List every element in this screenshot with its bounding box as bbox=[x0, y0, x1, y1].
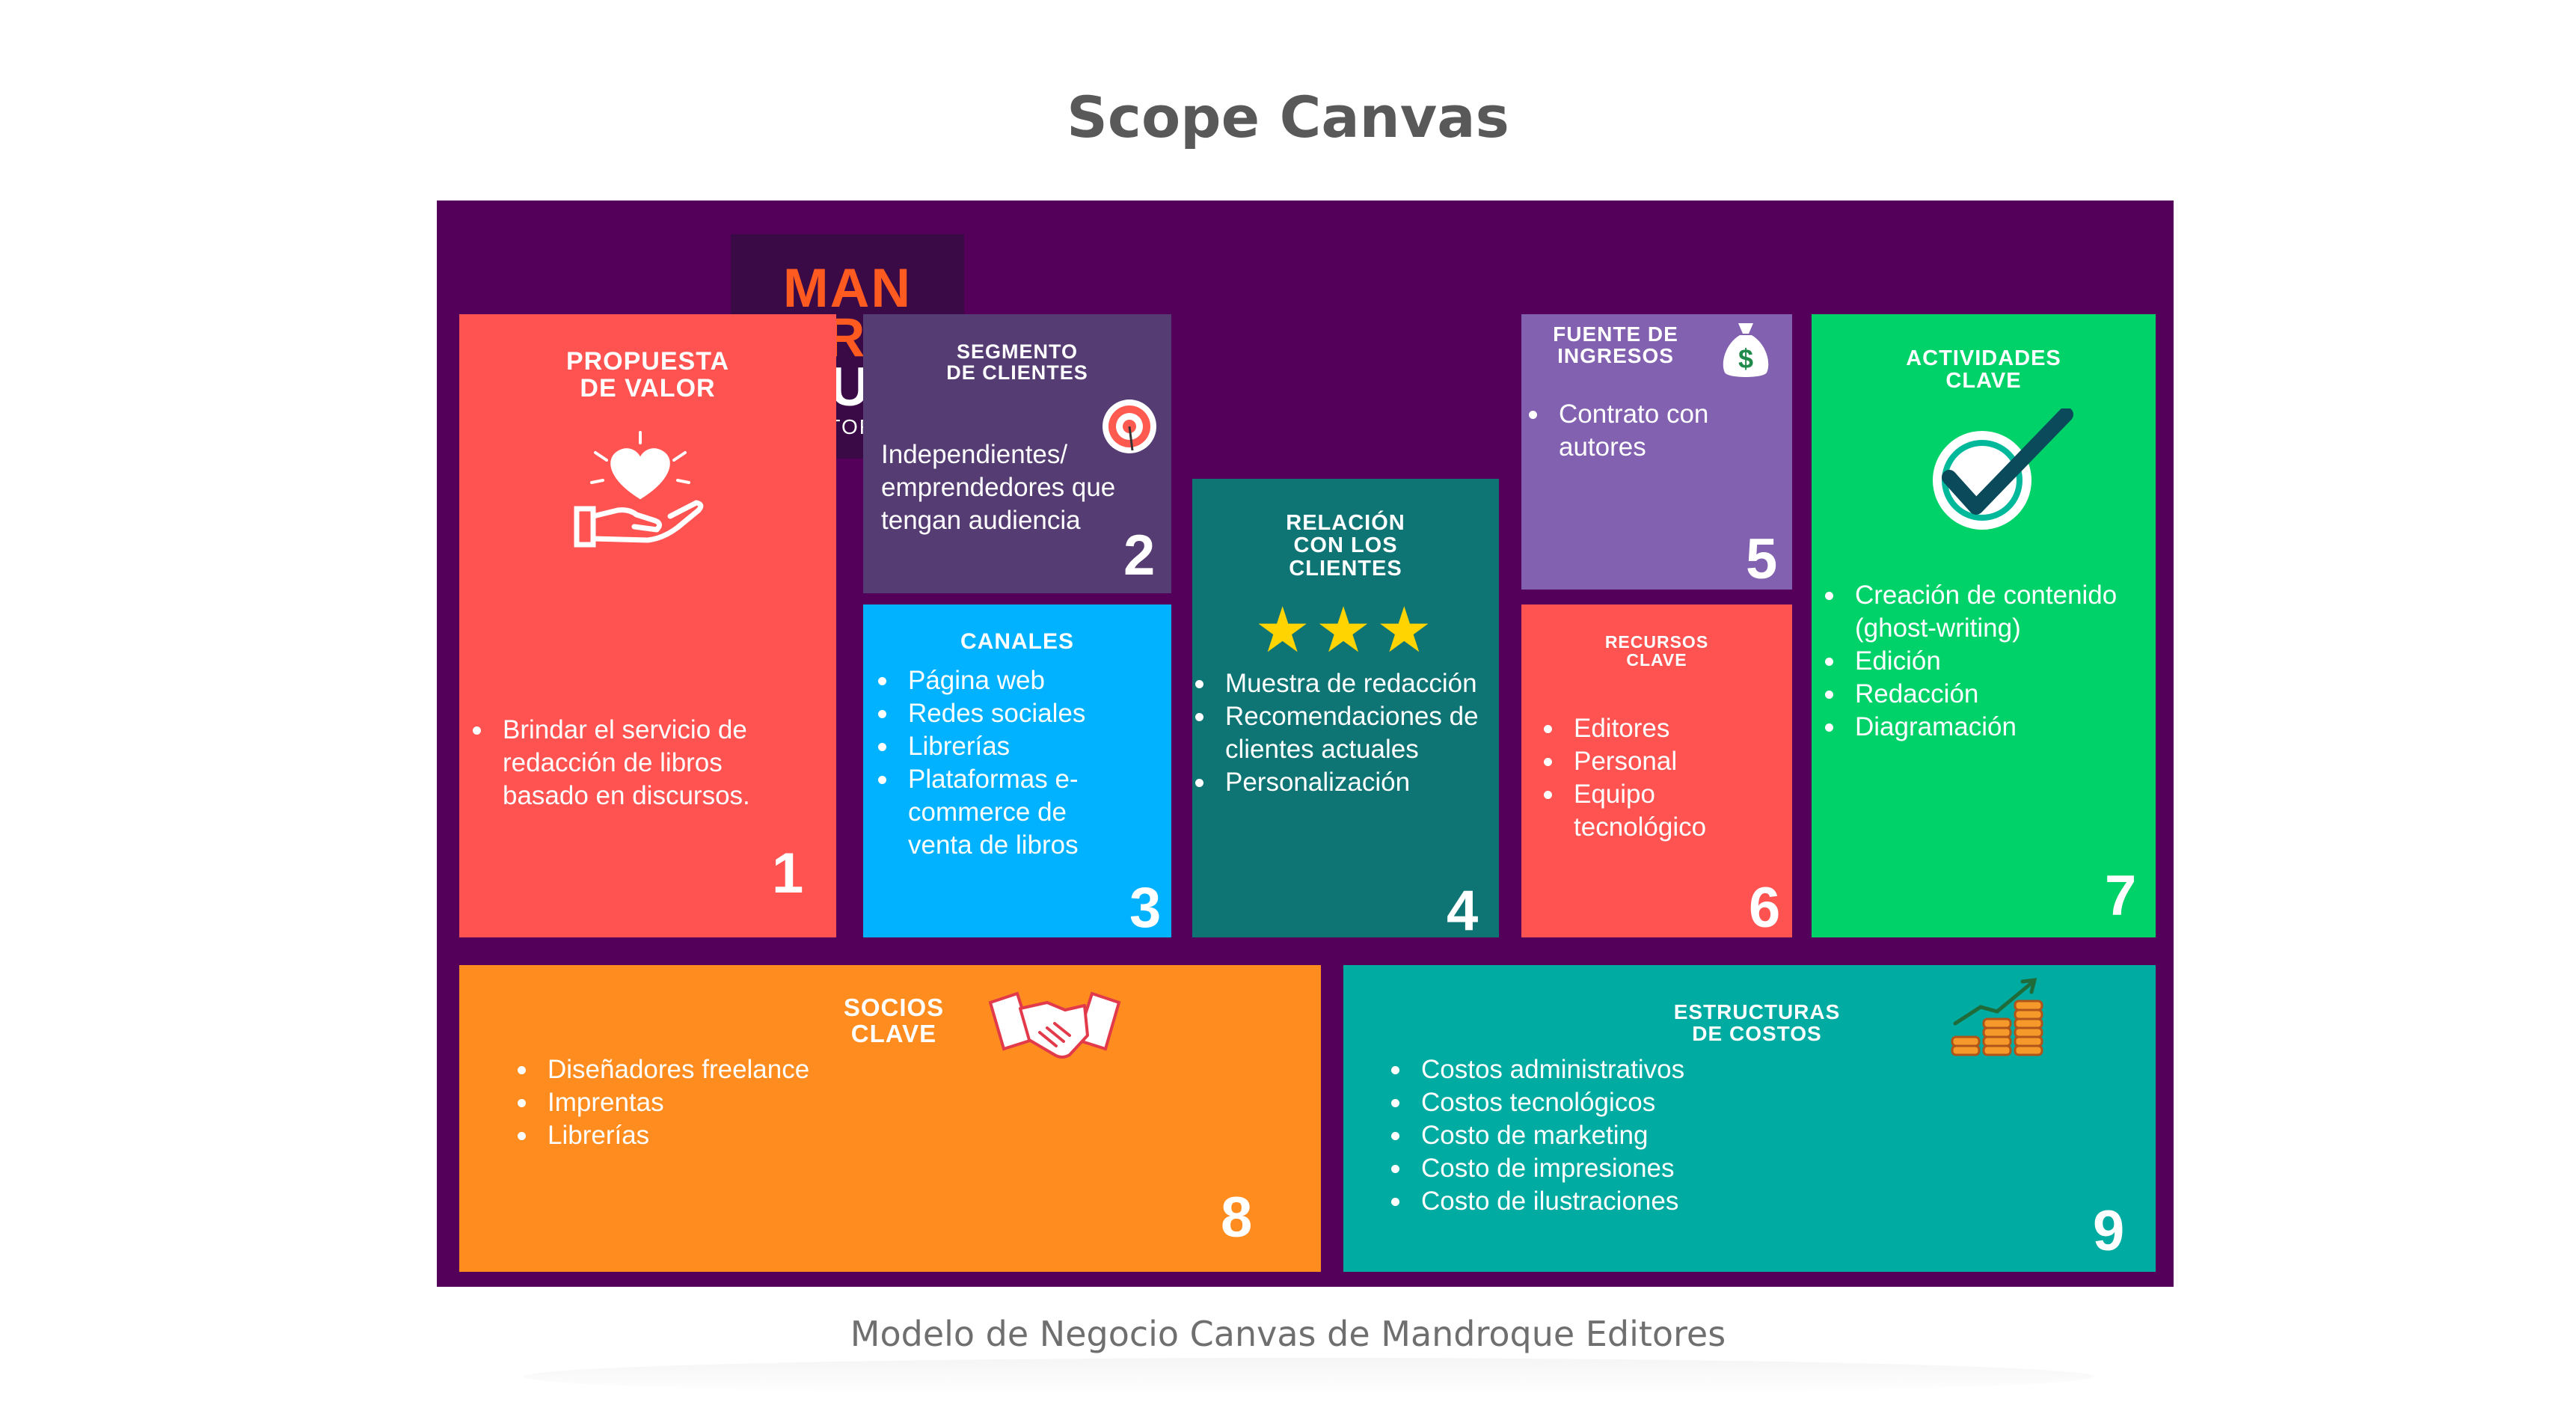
money-bag-icon: $ bbox=[1717, 319, 1774, 382]
list-item: Plataformas e-commerce de venta de libro… bbox=[875, 763, 1125, 862]
list-item: Página web bbox=[875, 664, 1159, 697]
list-item: Librerías bbox=[875, 730, 1159, 763]
block-socios-clave: SOCIOS CLAVE Diseñadores freelance Impre… bbox=[459, 965, 1321, 1272]
svg-text:$: $ bbox=[1738, 343, 1753, 374]
list-item: Costos tecnológicos bbox=[1388, 1086, 1837, 1119]
block-actividades-clave: ACTIVIDADES CLAVE Creación de contenido … bbox=[1812, 314, 2156, 937]
list-item: Personalización bbox=[1192, 766, 1491, 799]
block-number: 6 bbox=[1749, 876, 1781, 937]
coins-growth-icon bbox=[1948, 977, 2052, 1059]
list-item: Costos administrativos bbox=[1388, 1053, 1837, 1086]
list-item: Brindar el servicio de redacción de libr… bbox=[470, 714, 784, 812]
list-item: Edición bbox=[1822, 645, 2151, 678]
list-item: Costo de marketing bbox=[1388, 1119, 1837, 1152]
block-number: 1 bbox=[772, 842, 804, 905]
recursos-items: Editores Personal Equipo tecnológico bbox=[1541, 712, 1780, 844]
page-title: Scope Canvas bbox=[1067, 84, 1509, 150]
target-icon bbox=[1101, 398, 1158, 455]
block-recursos-clave: RECURSOS CLAVE Editores Personal Equipo … bbox=[1521, 604, 1792, 937]
block-title: ESTRUCTURAS DE COSTOS bbox=[1673, 1000, 1841, 1046]
handshake-icon bbox=[987, 988, 1122, 1062]
actividades-items: Creación de contenido (ghost-writing) Ed… bbox=[1822, 579, 2151, 744]
block-number: 2 bbox=[1123, 524, 1156, 587]
list-item: Redacción bbox=[1822, 678, 2151, 711]
list-item: Librerías bbox=[515, 1119, 963, 1152]
block-segmento-de-clientes: SEGMENTO DE CLIENTES Independientes/ emp… bbox=[863, 314, 1171, 593]
block-number: 7 bbox=[2105, 864, 2137, 928]
block-title: RELACIÓN CON LOS CLIENTES bbox=[1286, 511, 1405, 581]
relacion-items: Muestra de redacción Recomendaciones de … bbox=[1192, 667, 1491, 799]
business-model-canvas: MAN DRO QUE EDITORES PROPUESTA DE VALOR bbox=[437, 201, 2174, 1287]
list-item: Imprentas bbox=[515, 1086, 963, 1119]
image-caption: Modelo de Negocio Canvas de Mandroque Ed… bbox=[850, 1314, 1726, 1354]
list-item: Creación de contenido (ghost-writing) bbox=[1822, 579, 2151, 645]
canales-items: Página web Redes sociales Librerías Plat… bbox=[875, 664, 1159, 862]
fuente-items: Contrato con autores bbox=[1526, 398, 1750, 464]
block-number: 4 bbox=[1447, 879, 1479, 938]
logo-line-1: MAN bbox=[782, 258, 913, 319]
block-number: 3 bbox=[1129, 876, 1162, 937]
list-item: Muestra de redacción bbox=[1192, 667, 1491, 700]
list-item: Costo de impresiones bbox=[1388, 1152, 1837, 1185]
block-number: 5 bbox=[1746, 527, 1778, 590]
segmento-text: Independientes/ emprendedores que tengan… bbox=[881, 440, 1116, 535]
heart-hand-icon bbox=[565, 426, 715, 554]
block-title: FUENTE DE INGRESOS bbox=[1553, 322, 1678, 368]
checkmark-icon bbox=[1924, 407, 2073, 536]
block-fuente-de-ingresos: FUENTE DE INGRESOS $ Contrato con autore… bbox=[1521, 314, 1792, 590]
block-propuesta-de-valor: PROPUESTA DE VALOR Brindar el servicio d… bbox=[459, 314, 836, 937]
block-number: 8 bbox=[1221, 1186, 1253, 1249]
list-item: Diseñadores freelance bbox=[515, 1053, 963, 1086]
list-item: Recomendaciones de clientes actuales bbox=[1192, 700, 1491, 766]
list-item: Personal bbox=[1541, 745, 1780, 778]
socios-items: Diseñadores freelance Imprentas Librería… bbox=[515, 1053, 963, 1152]
block-estructuras-de-costos: ESTRUCTURAS DE COSTOS Costos administrat… bbox=[1343, 965, 2156, 1272]
block-title: ACTIVIDADES CLAVE bbox=[1906, 346, 2061, 394]
block-number: 9 bbox=[2093, 1199, 2125, 1263]
costos-items: Costos administrativos Costos tecnológic… bbox=[1388, 1053, 1837, 1218]
block-title: SEGMENTO DE CLIENTES bbox=[946, 340, 1088, 385]
block-title: CANALES bbox=[960, 629, 1074, 654]
list-item: Costo de ilustraciones bbox=[1388, 1185, 1837, 1218]
list-item: Diagramación bbox=[1822, 711, 2151, 744]
block-title: PROPUESTA DE VALOR bbox=[565, 347, 730, 402]
block-title: SOCIOS CLAVE bbox=[843, 994, 945, 1047]
caption-shadow bbox=[524, 1358, 2094, 1395]
list-item: Equipo tecnológico bbox=[1541, 778, 1753, 844]
block-title: RECURSOS CLAVE bbox=[1604, 632, 1709, 670]
block-canales: CANALES Página web Redes sociales Librer… bbox=[863, 604, 1171, 937]
block-relacion-con-clientes: RELACIÓN CON LOS CLIENTES ★★★ Muestra de… bbox=[1192, 479, 1499, 937]
list-item: Redes sociales bbox=[875, 697, 1159, 730]
list-item: Editores bbox=[1541, 712, 1780, 745]
propuesta-items: Brindar el servicio de redacción de libr… bbox=[470, 714, 784, 812]
list-item: Contrato con autores bbox=[1526, 398, 1723, 464]
stars-icon: ★★★ bbox=[1254, 595, 1437, 665]
